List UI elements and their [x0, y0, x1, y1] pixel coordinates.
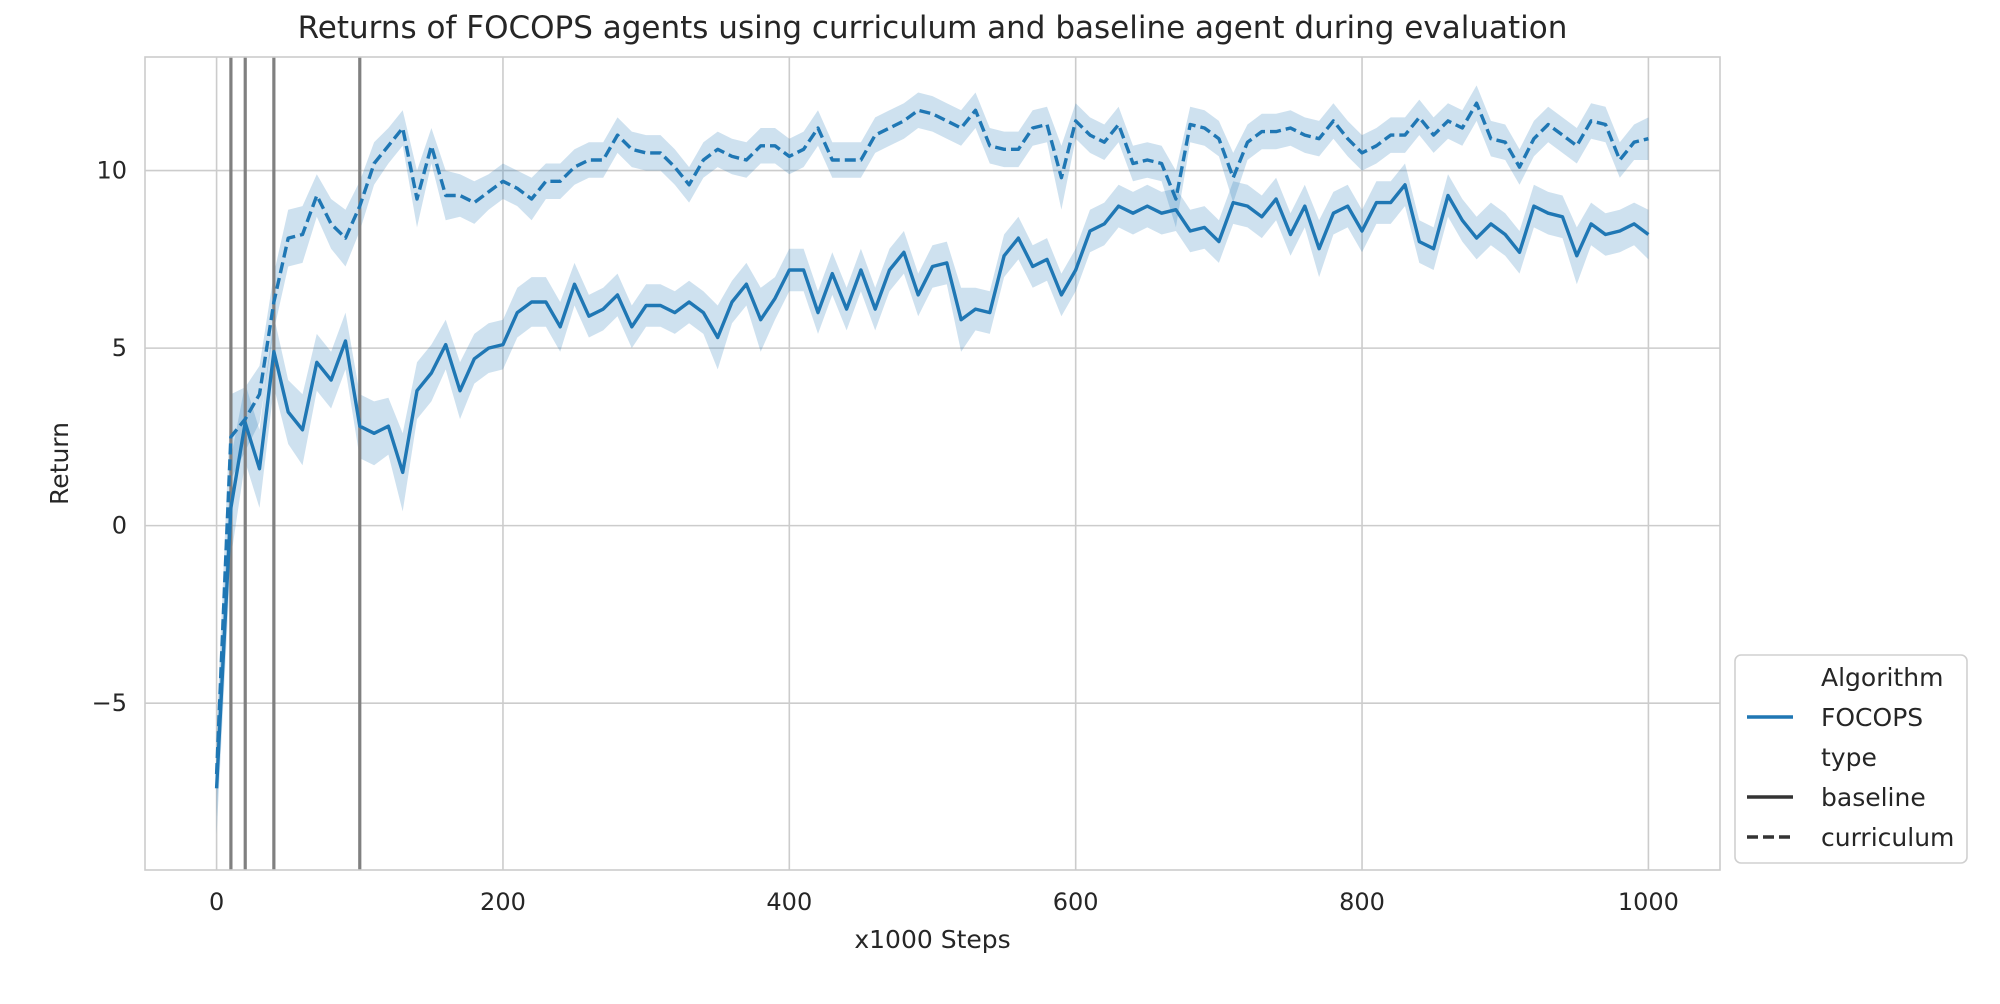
legend-label-curriculum: curriculum — [1821, 823, 1954, 852]
plot-frame — [144, 56, 1721, 871]
chart-title: Returns of FOCOPS agents using curriculu… — [298, 10, 1568, 46]
confidence-bands — [216, 85, 1649, 835]
x-tick-label: 400 — [766, 888, 812, 916]
x-axis-title: x1000 Steps — [854, 925, 1010, 954]
series-lines — [214, 101, 1650, 789]
vertical-markers — [229, 57, 362, 870]
legend-label-focops: FOCOPS — [1821, 703, 1923, 732]
confidence-band-curriculum — [216, 85, 1649, 817]
y-axis-title: Return — [45, 422, 74, 505]
y-tick-label: 0 — [112, 512, 127, 540]
x-tick-label: 600 — [1053, 888, 1099, 916]
legend: Algorithm FOCOPS type baseline curriculum — [1734, 654, 1968, 864]
legend-label-algorithm: Algorithm — [1821, 663, 1943, 692]
x-tick-label: 0 — [209, 888, 224, 916]
y-tick-label: −5 — [92, 689, 127, 717]
tick-labels: 0 200 400 600 800 1000 −5 0 5 10 — [92, 157, 1679, 916]
legend-box — [1734, 654, 1968, 864]
x-tick-label: 1000 — [1618, 888, 1679, 916]
y-tick-label: 10 — [96, 157, 127, 185]
grid — [145, 57, 1720, 870]
series-line-baseline — [214, 183, 1650, 789]
legend-label-type: type — [1821, 743, 1877, 772]
legend-label-baseline: baseline — [1821, 783, 1926, 812]
x-tick-label: 800 — [1339, 888, 1385, 916]
series-line-curriculum — [214, 101, 1649, 775]
confidence-band-baseline — [216, 163, 1649, 835]
y-tick-label: 5 — [112, 334, 127, 362]
x-tick-label: 200 — [480, 888, 526, 916]
